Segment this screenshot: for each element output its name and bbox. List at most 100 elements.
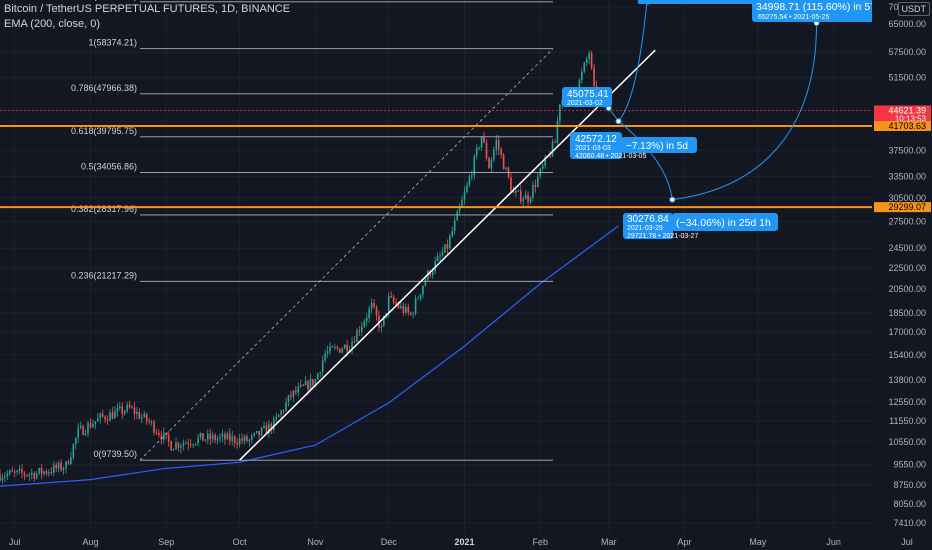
candle-up (412, 311, 414, 319)
candle-body (52, 464, 55, 473)
candle-body (197, 437, 199, 444)
fib-label: 0.382(28317.96) (71, 204, 137, 214)
candle-body (493, 149, 495, 160)
candle-body (214, 435, 216, 441)
candle-body (351, 341, 353, 350)
time-tick-label: Sep (158, 537, 174, 547)
candle-body (451, 231, 454, 237)
candle-down (302, 383, 304, 387)
candle-up (263, 421, 265, 429)
candle-body (431, 271, 434, 276)
candle-body (414, 298, 417, 314)
price-tag-bg (874, 105, 931, 124)
candle-body (409, 312, 412, 315)
candle-up (583, 61, 586, 74)
candle-body (92, 424, 94, 428)
candle-body (424, 279, 427, 286)
price-tag: 41703.63 (874, 121, 931, 132)
candle-up (70, 451, 72, 466)
candle-body (251, 435, 253, 440)
callout-low-pct-text: (−34.06%) in 25d 1h (676, 217, 771, 229)
candle-down (45, 469, 48, 476)
candle-up (419, 294, 422, 302)
candle-body (248, 439, 251, 442)
candle-up (96, 412, 99, 422)
candle-down (295, 385, 297, 395)
candle-body (554, 142, 556, 144)
candle-up (231, 431, 234, 446)
candle-up (35, 470, 38, 480)
candle-up (243, 434, 246, 445)
candle-up (585, 56, 588, 67)
candle-body (588, 53, 590, 60)
candle-body (505, 167, 507, 170)
candle-up (544, 154, 546, 169)
candle-body (143, 413, 146, 417)
candle-up (126, 401, 128, 414)
candle-body (361, 326, 363, 332)
callout-dip-text: 42060.48 • 2021-03-05 (575, 153, 646, 160)
trendline (239, 49, 656, 461)
candle-body (446, 244, 449, 249)
time-tick-label: Aug (82, 537, 98, 547)
candle-body (319, 372, 322, 374)
candle-body (23, 472, 26, 476)
candle-body (265, 425, 268, 434)
candle-body (187, 443, 190, 445)
candle-up (216, 435, 219, 445)
candle-down (527, 191, 529, 207)
candle-body (419, 294, 422, 299)
candle-up (529, 196, 532, 205)
candle-body (170, 441, 172, 451)
candle-down (189, 439, 192, 448)
candle-down (55, 461, 58, 473)
candle-body (84, 433, 87, 435)
candle-up (84, 429, 87, 437)
currency-badge[interactable]: USDT (897, 2, 930, 16)
candle-up (136, 407, 138, 420)
candle-up (194, 443, 197, 447)
candle-body (126, 404, 128, 412)
candle-body (444, 244, 446, 253)
candle-up (72, 443, 75, 460)
candle-body (524, 194, 527, 200)
candle-body (593, 67, 595, 86)
time-axis-bg (0, 532, 932, 550)
candle-up (480, 136, 483, 151)
price-tick-label: 9550.00 (893, 460, 926, 470)
callout-drop-pct-text: −7.13%) in 5d (626, 141, 688, 152)
price-tick-label: 30500.00 (888, 193, 926, 203)
fib-level: 0.786(47966.38) (71, 83, 553, 95)
fib-label: 0.5(34056.86) (81, 162, 137, 172)
candle-body (224, 434, 226, 440)
candle-body (43, 471, 45, 474)
candle-body (434, 261, 436, 272)
price-tick-label: 24500.00 (888, 243, 926, 253)
price-tick-label: 8750.00 (893, 480, 926, 490)
candle-body (211, 435, 214, 440)
candle-up (182, 439, 185, 451)
candle-up (368, 305, 370, 323)
candle-body (297, 386, 300, 393)
candle-up (211, 431, 214, 443)
candle-up (197, 434, 199, 447)
price-tag-label: 29299.07 (888, 202, 926, 212)
candle-body (40, 468, 43, 474)
candle-body (285, 402, 287, 411)
callout-high-text: 45075.41 (567, 89, 609, 100)
candle-body (585, 59, 588, 63)
candle-body (57, 462, 60, 469)
candle-up (18, 465, 21, 475)
fib-label: 1(58374.21) (88, 38, 137, 48)
candle-body (273, 418, 275, 431)
projection-path-top (618, 0, 649, 122)
time-tick-label: Dec (381, 537, 398, 547)
candle-up (334, 343, 336, 350)
candle-down (153, 419, 155, 436)
time-tick-label: 2021 (454, 537, 474, 547)
candle-up (436, 252, 439, 262)
candle-body (62, 468, 65, 471)
